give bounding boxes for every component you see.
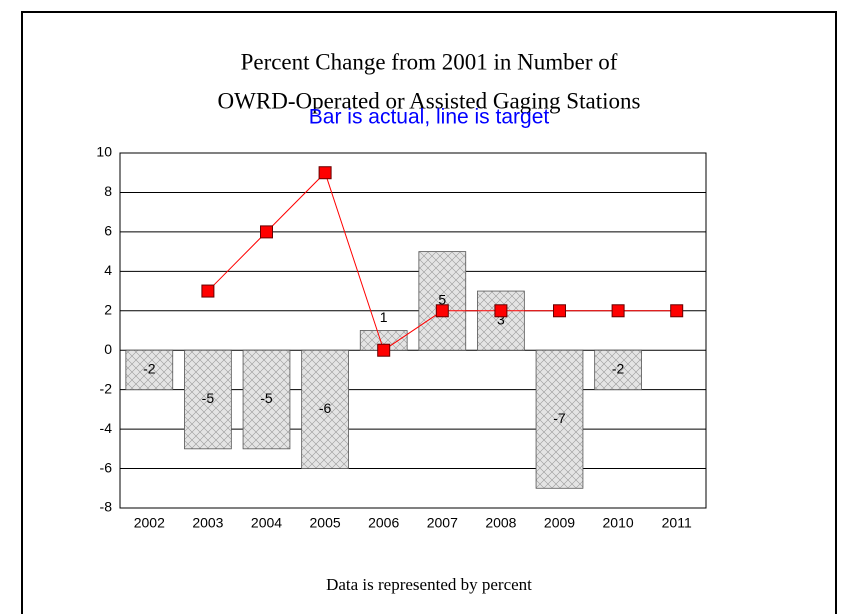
y-tick-label: 4 (104, 262, 112, 278)
data-label: -2 (612, 361, 625, 377)
plot-frame (119, 152, 707, 509)
line-marker (553, 304, 566, 318)
bar (301, 349, 349, 469)
bar (125, 349, 174, 391)
y-tick-label: 8 (104, 183, 112, 199)
bar (184, 349, 232, 450)
y-tick-label: 10 (96, 144, 112, 160)
line-marker (377, 343, 391, 357)
x-tick-label: 2003 (192, 515, 223, 531)
x-tick-label: 2006 (368, 515, 399, 531)
y-tick-label: -2 (100, 380, 113, 396)
line-marker (260, 225, 273, 239)
line-marker (201, 284, 215, 298)
x-tick-label: 2011 (662, 515, 692, 531)
data-label: 1 (380, 309, 388, 325)
y-tick-label: -6 (100, 459, 113, 475)
data-label: -5 (202, 390, 215, 406)
chart-note: Data is represented by percent (326, 575, 532, 594)
y-tick-label: 2 (104, 301, 112, 317)
x-tick-label: 2002 (134, 515, 165, 531)
line-marker (318, 166, 332, 180)
y-tick-label: -4 (100, 420, 113, 436)
data-label: 5 (438, 292, 446, 308)
data-label: -6 (319, 400, 332, 416)
line-marker (435, 304, 449, 318)
x-tick-label: 2007 (427, 515, 458, 531)
data-label: -5 (260, 390, 273, 406)
line-marker (670, 304, 684, 318)
bar (242, 349, 291, 450)
bar (418, 251, 467, 351)
line-marker (494, 304, 508, 318)
line-marker (611, 304, 625, 318)
chart-title: OWRD-Operated or Assisted Gaging Station… (218, 88, 641, 113)
x-tick-label: 2004 (251, 515, 282, 531)
x-tick-label: 2010 (603, 515, 634, 531)
bar (594, 349, 642, 391)
x-tick-label: 2005 (310, 515, 341, 531)
bar (477, 290, 525, 351)
y-tick-label: -8 (100, 499, 113, 515)
data-label: -2 (143, 361, 156, 377)
slide-frame (21, 11, 837, 614)
chart-subtitle: Bar is actual, line is target (309, 106, 550, 129)
chart-title: Percent Change from 2001 in Number of (241, 49, 618, 74)
y-tick-label: 6 (104, 223, 112, 239)
x-tick-label: 2008 (485, 515, 516, 531)
bar (535, 349, 584, 489)
data-label: -7 (553, 410, 566, 426)
data-label: 3 (497, 311, 505, 327)
y-tick-label: 0 (104, 341, 112, 357)
x-tick-label: 2009 (544, 515, 575, 531)
